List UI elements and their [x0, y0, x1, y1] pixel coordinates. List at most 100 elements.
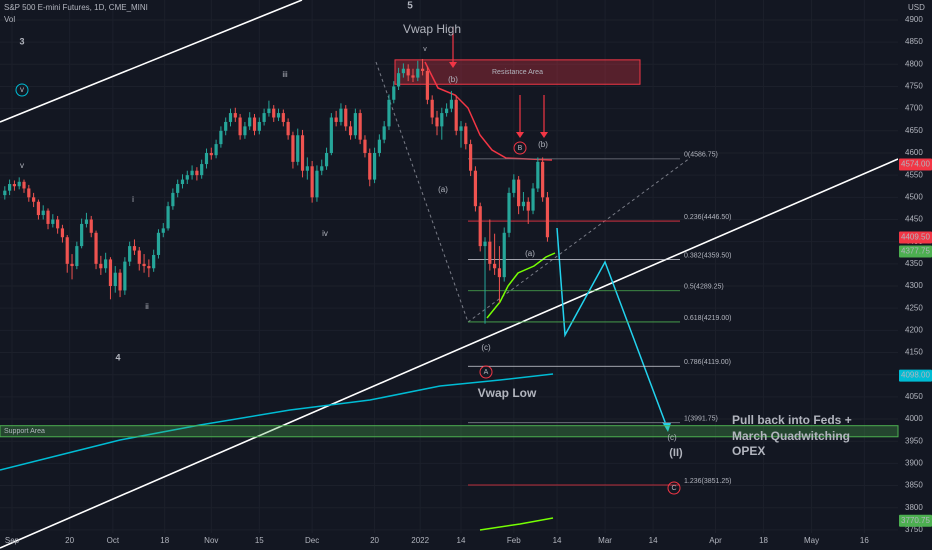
- x-tick-label: Nov: [204, 536, 218, 545]
- arrow-heads: [449, 62, 548, 138]
- candle-body: [454, 99, 458, 131]
- candle-body: [531, 188, 535, 211]
- upper-trendline: [0, 0, 303, 123]
- annotation: Vwap Low: [478, 386, 537, 400]
- candle-body: [257, 121, 261, 131]
- candle-body: [425, 70, 429, 100]
- candle-body: [276, 113, 281, 118]
- candle-body: [488, 241, 492, 264]
- candle-body: [344, 108, 348, 127]
- candle-body: [12, 184, 17, 187]
- x-tick-label: 18: [759, 536, 768, 545]
- annotation: i: [132, 195, 134, 204]
- y-tick-label: 4850: [905, 37, 923, 46]
- vwap-low-line: [479, 517, 554, 531]
- annotation: iv: [322, 229, 328, 238]
- annotation: A: [484, 369, 489, 376]
- x-tick-label: 14: [649, 536, 658, 545]
- candle-body: [195, 170, 199, 176]
- fib-label: 0.236(4446.50): [684, 214, 731, 221]
- price-label: 4409.50: [901, 233, 930, 242]
- candle-body: [224, 121, 228, 131]
- fib-label: 0.382(4359.50): [684, 252, 731, 259]
- fib-base-line: [467, 157, 691, 323]
- candle-body: [22, 181, 26, 189]
- annotation: Vwap High: [403, 22, 461, 36]
- candle-body: [512, 179, 516, 193]
- candle-body: [339, 108, 343, 122]
- candle-body: [286, 121, 290, 136]
- price-label: 4574.00: [901, 160, 930, 169]
- y-tick-label: 4600: [905, 148, 923, 157]
- candle-body: [41, 210, 45, 216]
- candle-body: [406, 68, 410, 76]
- candle-body: [156, 232, 161, 255]
- candle-body: [262, 113, 266, 122]
- annotation-circle: [513, 141, 527, 155]
- price-axis: [898, 0, 932, 550]
- price-label-box: [899, 369, 932, 382]
- candle-body: [281, 113, 285, 122]
- annotation: B: [518, 145, 523, 152]
- candle-body: [497, 268, 502, 278]
- candle-body: [132, 246, 137, 251]
- candle-body: [108, 259, 113, 287]
- annotation: iii: [282, 70, 288, 79]
- candle-body: [353, 113, 357, 136]
- annotation: (a): [438, 185, 448, 194]
- y-tick-label: 4050: [905, 392, 923, 401]
- candle-body: [137, 250, 141, 264]
- annotation: C: [671, 485, 676, 492]
- candle-body: [401, 68, 405, 74]
- candle-body: [348, 126, 353, 136]
- x-tick-label: 20: [370, 536, 379, 545]
- annotation: 4: [115, 352, 120, 362]
- projection-arrow: [662, 422, 671, 432]
- annotation: Pull back into Feds +: [732, 413, 852, 427]
- candle-body: [358, 113, 362, 140]
- candle-body: [368, 152, 372, 180]
- candle-body: [36, 201, 41, 216]
- candle-body: [65, 237, 69, 264]
- candle-body: [51, 219, 55, 224]
- annotation: (b): [538, 140, 548, 149]
- annotation: March Quadwitching: [732, 429, 850, 443]
- annotation-circle: [667, 481, 681, 495]
- y-tick-label: 4450: [905, 215, 923, 224]
- annotation-circle: [479, 365, 493, 379]
- candle-body: [536, 161, 540, 189]
- y-tick-label: 4250: [905, 303, 923, 312]
- y-tick-label: 3800: [905, 503, 923, 512]
- candle-body: [473, 170, 478, 207]
- candle-body: [89, 219, 93, 233]
- candle-body: [233, 113, 237, 118]
- y-tick-label: 4000: [905, 414, 923, 423]
- vwap-high-line: [424, 61, 553, 161]
- candle-body: [272, 108, 276, 118]
- candle-body: [541, 161, 545, 198]
- annotation: (c): [667, 433, 677, 442]
- candle-body: [372, 152, 377, 180]
- candle-body: [214, 144, 218, 156]
- candle-body: [32, 197, 36, 202]
- annotation: (b): [448, 75, 458, 84]
- x-tick-label: 2022: [411, 536, 429, 545]
- candle-body: [171, 192, 175, 207]
- y-tick-label: 4800: [905, 59, 923, 68]
- grid: [0, 0, 898, 533]
- candle-body: [219, 130, 223, 145]
- candle-body: [517, 179, 521, 207]
- candle-body: [545, 197, 550, 238]
- annotation: 3: [19, 36, 24, 46]
- candle-body: [305, 166, 309, 171]
- x-tick-label: Dec: [305, 536, 319, 545]
- moving-average: [0, 373, 554, 471]
- candle-body: [3, 190, 7, 196]
- x-tick-label: Sep: [5, 536, 20, 545]
- price-label: 3770.75: [901, 516, 930, 525]
- y-tick-label: 4150: [905, 348, 923, 357]
- currency-label: USD: [908, 3, 925, 12]
- y-tick-label: 4650: [905, 126, 923, 135]
- candle-body: [176, 184, 180, 193]
